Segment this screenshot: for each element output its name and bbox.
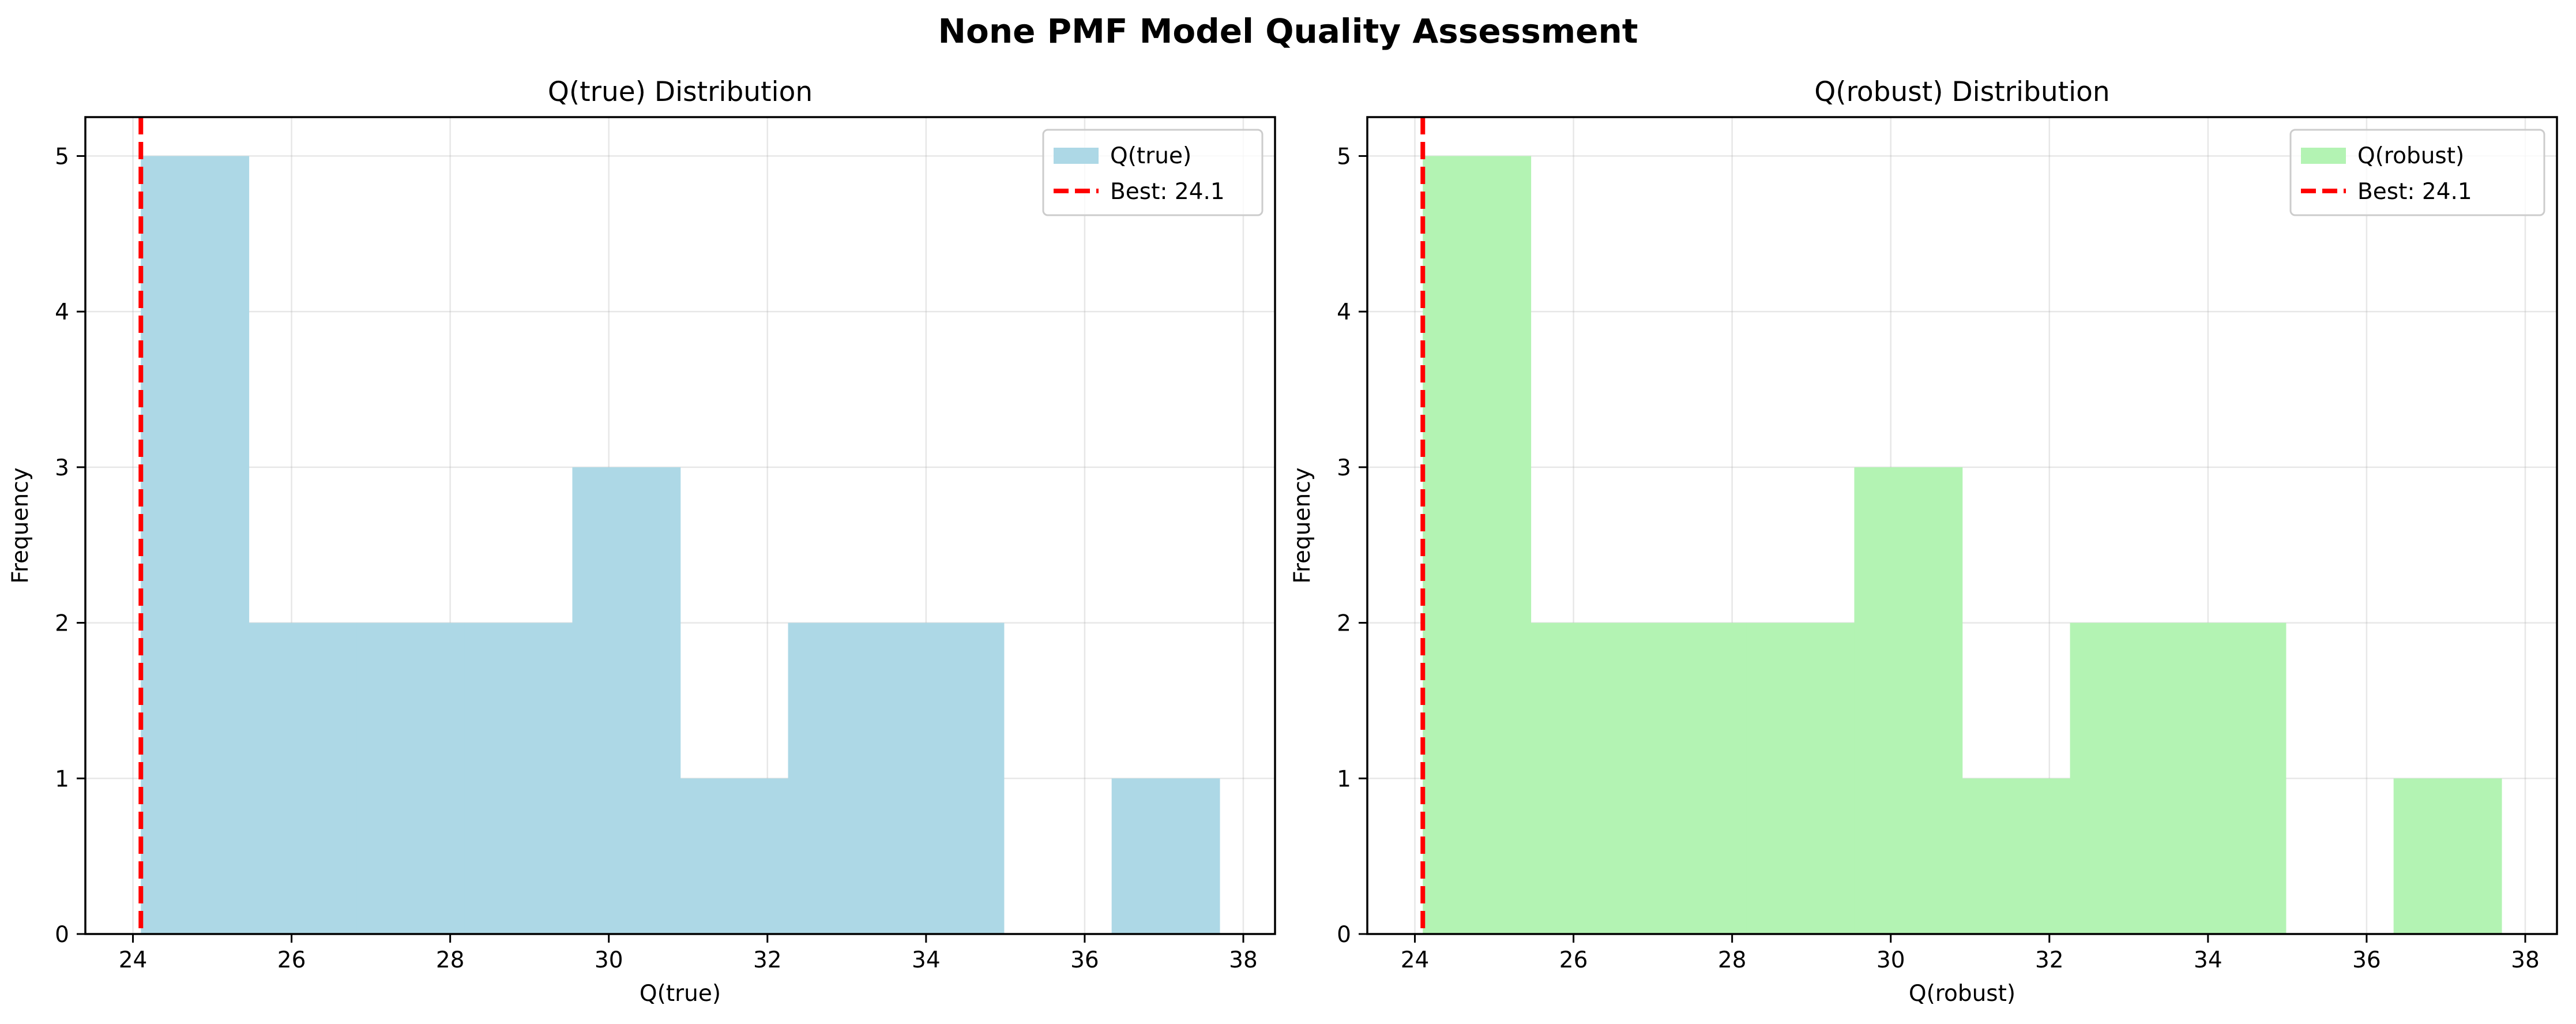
histogram-bar [572,467,681,934]
legend: Q(robust) Best: 24.1 [2289,129,2545,216]
x-tick-label: 24 [1401,947,1430,973]
histogram-bar [680,778,789,934]
y-axis-label: Frequency [7,467,33,583]
legend-label: Q(true) [1110,143,1191,169]
y-axis: 0 1 2 3 4 5 [1337,144,1367,948]
x-axis: 24 26 28 30 32 34 36 38 [119,934,1258,973]
y-tick-label: 1 [1337,766,1351,792]
legend-label: Best: 24.1 [1110,179,1225,205]
legend-label: Best: 24.1 [2357,179,2472,205]
x-tick-label: 38 [2511,947,2540,973]
y-tick-label: 5 [55,144,69,170]
y-tick-label: 4 [1337,299,1351,325]
histogram-bar [896,622,1005,934]
y-tick-label: 2 [1337,611,1351,637]
x-tick-label: 26 [277,947,306,973]
histogram-bar [1962,778,2071,934]
x-tick-label: 36 [2352,947,2381,973]
axes-frame [84,116,1276,935]
y-tick-label: 5 [1337,144,1351,170]
histogram-bar [1423,156,1532,934]
histogram-bar [1111,778,1220,934]
histogram-bar [2393,778,2502,934]
y-tick-label: 0 [55,922,69,948]
x-tick-label: 24 [119,947,148,973]
y-tick-label: 2 [55,611,69,637]
legend-label: Q(robust) [2357,143,2464,169]
y-tick-label: 0 [1337,922,1351,948]
legend-patch-swatch [2301,148,2346,164]
legend-patch-swatch [1054,148,1099,164]
legend: Q(true) Best: 24.1 [1042,129,1263,216]
axes-frame [1366,116,2558,935]
x-tick-label: 30 [1876,947,1905,973]
x-axis: 24 26 28 30 32 34 36 38 [1401,934,2540,973]
histogram-bar [2070,622,2179,934]
histogram-bar [356,622,465,934]
bars [1423,156,2502,934]
histogram-q-robust: 24 26 28 30 32 34 36 38012345Q(robust)Frequency… [1289,76,2558,1007]
y-tick-label: 1 [55,766,69,792]
histogram-bar [1530,622,1639,934]
x-tick-label: 36 [1070,947,1099,973]
x-tick-label: 32 [753,947,782,973]
y-tick-label: 3 [1337,455,1351,481]
x-tick-label: 38 [1229,947,1258,973]
y-tick-label: 3 [55,455,69,481]
histogram-bar [464,622,573,934]
x-axis-label: Q(true) [640,981,721,1007]
y-tick-label: 4 [55,299,69,325]
histogram-bar [1638,622,1747,934]
y-axis: 0 1 2 3 4 5 [55,144,85,948]
histogram-bar [1746,622,1855,934]
x-tick-label: 30 [595,947,623,973]
subplot-title: Q(true) Distribution [548,76,813,108]
histogram-bar [1854,467,1963,934]
histogram-bar [249,622,358,934]
x-tick-label: 28 [436,947,465,973]
x-tick-label: 28 [1718,947,1747,973]
bars [141,156,1220,934]
legend-box [2289,129,2545,216]
figure-title: None PMF Model Quality Assessment [938,12,1638,51]
x-tick-label: 26 [1559,947,1588,973]
x-tick-label: 32 [2035,947,2064,973]
x-tick-label: 34 [912,947,941,973]
x-tick-label: 34 [2194,947,2222,973]
histogram-q-true: 24 26 28 30 32 34 36 38012345Q(true)FrequencyQ(… [7,76,1276,1007]
y-axis-label: Frequency [1289,467,1315,583]
x-axis-label: Q(robust) [1909,981,2015,1007]
histogram-bar [141,156,250,934]
histogram-bar [2178,622,2287,934]
subplot-title: Q(robust) Distribution [1814,76,2109,108]
histogram-bar [788,622,897,934]
